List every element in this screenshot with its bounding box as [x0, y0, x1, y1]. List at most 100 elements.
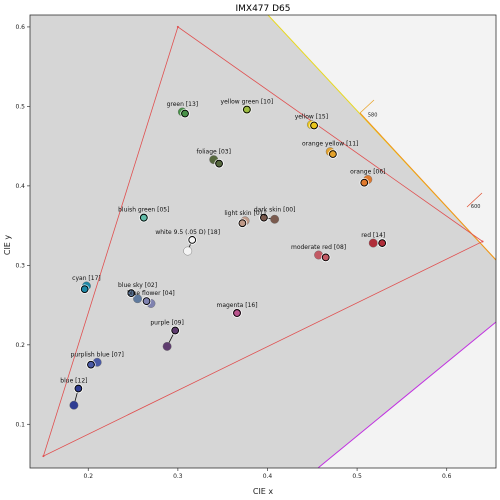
x-axis: 0.2 0.3 0.4 0.5 0.6 [83, 468, 452, 480]
patch-measured-marker [321, 253, 330, 262]
patch-measured-ring [321, 252, 331, 263]
patch-measured-ring [328, 149, 338, 159]
patch-label: white 9.5 (.05 D) [18] [155, 229, 220, 236]
color-patch: moderate red [08] [291, 244, 346, 263]
patch-measured-marker [181, 109, 189, 118]
patch-label: green [13] [167, 101, 199, 108]
color-patch: blue [12] [60, 378, 88, 410]
patch-measured-ring [180, 108, 190, 119]
color-patch: light skin [01] [224, 210, 266, 228]
patch-label: cyan [17] [72, 275, 101, 282]
color-patch: green [13] [167, 101, 199, 119]
patch-measured-marker [329, 150, 337, 158]
chart-title: IMX477 D65 [235, 4, 290, 14]
patch-label: dark skin [00] [254, 207, 296, 214]
patch-measured-ring [141, 296, 152, 306]
patch-reference-marker [183, 246, 193, 256]
spectral-locus-edge-orange [359, 112, 496, 261]
patch-measured-marker [171, 326, 180, 335]
patch-measured-marker [87, 360, 95, 369]
patch-measured-ring [170, 325, 180, 336]
y-axis-label: CIE y [3, 235, 12, 256]
color-patch: white 9.5 (.05 D) [18] [155, 229, 220, 256]
patch-measured-marker [243, 105, 251, 114]
gamut-vertex [176, 25, 179, 28]
patch-measured-ring [86, 359, 96, 370]
y-tick-label: 0.3 [15, 262, 25, 269]
patch-label: blue [12] [60, 378, 87, 385]
patch-label: foliage [03] [196, 149, 231, 156]
patch-measured-ring [259, 212, 269, 223]
patch-label: orange [06] [350, 169, 385, 176]
patch-label: red [14] [361, 232, 385, 239]
color-patch: bluish green [05] [118, 207, 169, 223]
patch-measured-marker [127, 289, 136, 298]
wavelength-label-600: 600 [471, 204, 481, 210]
color-patch: purplish blue [07] [71, 351, 124, 370]
patch-measured-ring [214, 158, 224, 169]
patch-measured-ring [73, 383, 84, 394]
patch-measured-ring [126, 288, 136, 298]
patch-measured-marker [142, 297, 151, 305]
patch-label: light skin [01] [224, 210, 266, 217]
x-tick-label: 0.5 [352, 473, 362, 480]
patch-reference-marker [133, 294, 142, 304]
y-tick-label: 0.4 [15, 183, 25, 190]
patch-measured-marker [378, 239, 387, 247]
y-tick-label: 0.2 [15, 342, 25, 349]
patch-label: yellow green [10] [221, 99, 274, 106]
x-axis-label: CIE x [253, 487, 274, 496]
wavelength-tick-600 [466, 192, 483, 208]
patch-measured-marker [139, 213, 148, 222]
patch-measured-ring [377, 238, 387, 248]
patch-measured-ring [237, 218, 248, 228]
patch-measured-marker [260, 213, 268, 222]
color-patch: red [14] [361, 232, 387, 248]
patch-label: bluish green [05] [118, 207, 169, 214]
gamut-vertex [42, 455, 45, 458]
color-patch: foliage [03] [196, 149, 231, 169]
x-tick-label: 0.2 [83, 473, 93, 480]
patch-measured-marker [238, 219, 247, 228]
y-tick-label: 0.6 [15, 24, 25, 31]
patch-reference-marker [368, 238, 378, 248]
wavelength-label-580: 580 [368, 113, 378, 119]
color-patch: blue sky [02] [118, 282, 157, 304]
x-tick-label: 0.6 [442, 473, 452, 480]
patch-label: blue flower [04] [127, 290, 175, 297]
color-patch: yellow [15] [295, 114, 328, 131]
patch-reference-marker [270, 214, 280, 224]
color-patch: magenta [16] [216, 302, 258, 318]
color-patch: dark skin [00] [254, 207, 296, 224]
patch-measured-marker [188, 236, 197, 244]
color-patch: purple [09] [150, 320, 184, 351]
x-tick-label: 0.4 [263, 473, 273, 480]
patch-measured-ring [79, 284, 90, 294]
gamut-vertex [481, 240, 484, 243]
patch-measured-ring [309, 120, 319, 131]
patch-label: moderate red [08] [291, 244, 346, 251]
patch-label: orange yellow [11] [302, 141, 358, 148]
srgb-gamut-triangle [42, 26, 484, 457]
patch-label: blue sky [02] [118, 282, 157, 289]
plot-frame [29, 14, 497, 469]
patch-measured-marker [310, 121, 318, 130]
patch-label: magenta [16] [216, 302, 257, 309]
y-tick-label: 0.1 [15, 421, 25, 428]
wavelength-marks: 580 600 [359, 99, 483, 210]
patch-label: yellow [15] [295, 114, 328, 121]
patch-measured-ring [139, 212, 149, 223]
color-patch: yellow green [10] [221, 99, 274, 115]
y-axis: 0.1 0.2 0.3 0.4 0.5 0.6 [15, 24, 30, 428]
color-patch: cyan [17] [72, 275, 101, 294]
patch-markers: dark skin [00]light skin [01] blue sky [0… [42, 25, 484, 458]
color-patch: orange [06] [350, 169, 386, 188]
color-patch: blue flower [04] [127, 290, 175, 308]
y-tick-label: 0.5 [15, 103, 25, 110]
patch-measured-ring [187, 235, 197, 245]
patch-measured-marker [215, 159, 223, 168]
patch-measured-ring [359, 177, 369, 188]
patch-label: purplish blue [07] [71, 351, 124, 358]
patch-measured-ring [232, 308, 242, 318]
